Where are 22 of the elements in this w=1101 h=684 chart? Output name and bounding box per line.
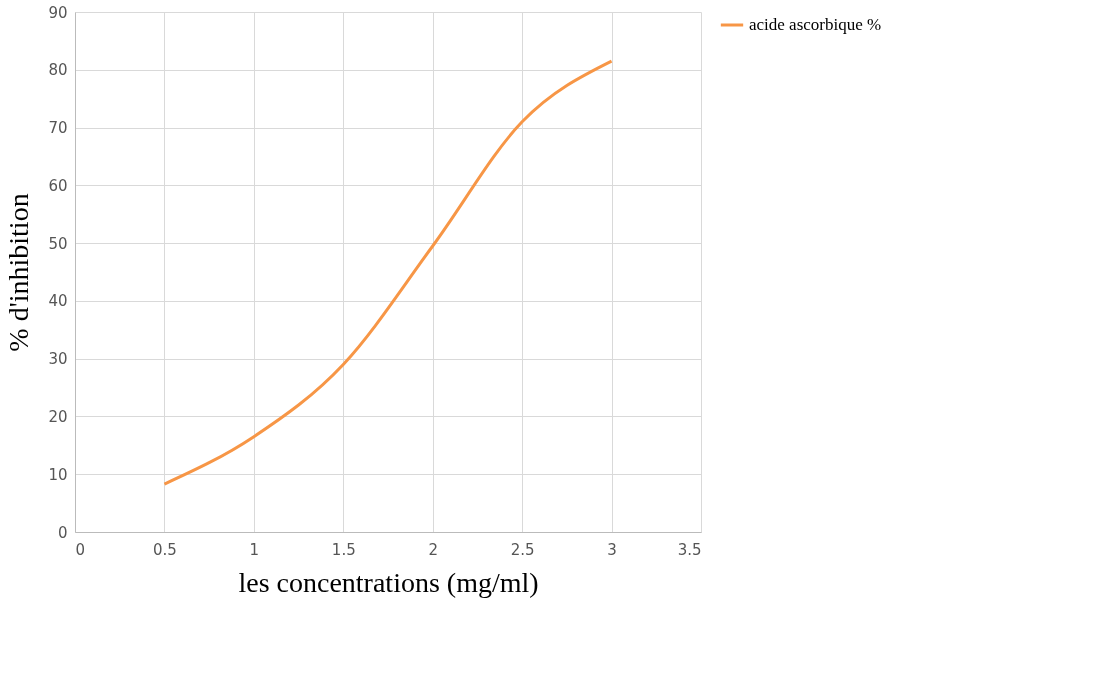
y-tick-label: 0: [57, 523, 68, 542]
y-tick-label: 40: [48, 292, 68, 311]
x-tick-label: 3.5: [677, 540, 702, 559]
y-tick-label: 90: [48, 3, 68, 22]
y-tick-label: 80: [48, 61, 68, 80]
x-tick-label: 2: [428, 540, 438, 559]
x-axis-title: les concentrations (mg/ml): [238, 566, 539, 598]
y-tick-label: 10: [48, 465, 68, 484]
x-tick-label: 1: [249, 540, 260, 559]
x-tick-label: 1.5: [331, 540, 356, 559]
y-tick-label: 30: [48, 350, 68, 369]
y-tick-label: 20: [48, 407, 68, 426]
x-tick-label: 3: [607, 540, 617, 559]
line-series: [162, 59, 614, 486]
y-tick-label: 50: [48, 234, 68, 253]
y-tick-label: 60: [48, 176, 68, 195]
y-axis-title: % d'inhibition: [3, 193, 35, 352]
x-tick-label: 2.5: [510, 540, 535, 559]
x-tick-label: 0: [75, 540, 86, 559]
x-tick-label: 0.5: [153, 540, 177, 559]
y-tick-label: 70: [48, 119, 68, 138]
legend-label: acide ascorbique %: [749, 15, 882, 34]
